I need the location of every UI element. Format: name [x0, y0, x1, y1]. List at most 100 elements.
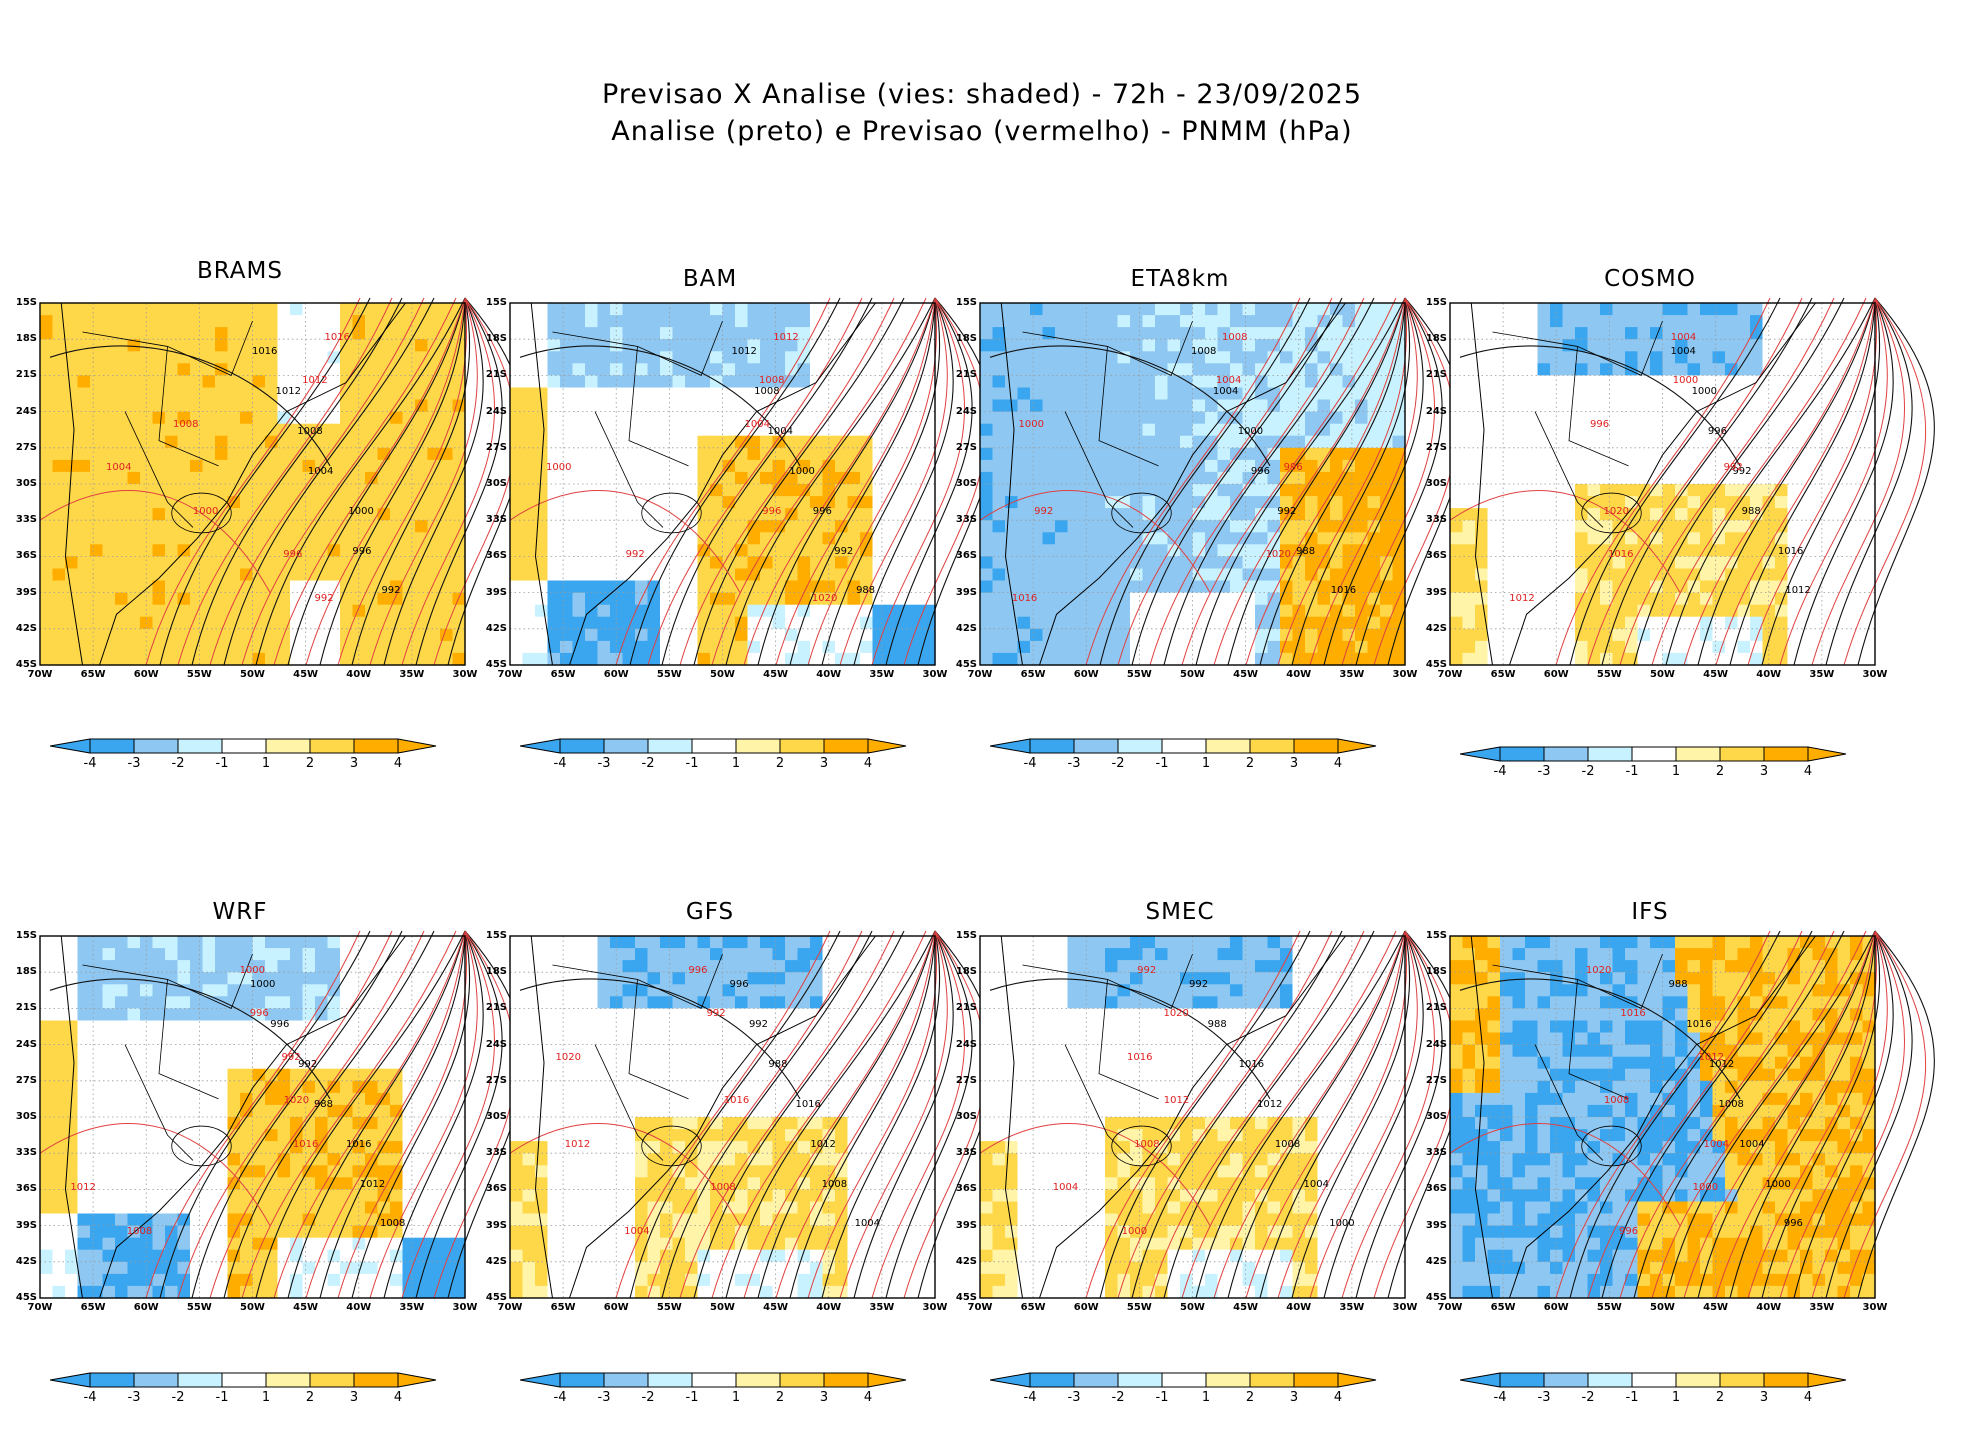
lat-tick-label: 42S	[1425, 622, 1447, 634]
colorbar-tick-label: 2	[1715, 1390, 1725, 1405]
colorbar-ifs: -4 -3 -2 -1 1 2 3 4	[1460, 1372, 1900, 1412]
colorbar-tick-label: 3	[1759, 1390, 1769, 1405]
lon-tick-label: 45W	[1233, 1302, 1259, 1313]
colorbar-tick-label: 3	[819, 756, 829, 771]
lat-tick-label: 39S	[15, 1219, 37, 1231]
grid-lines	[510, 303, 935, 665]
contour-label-analysis: 992	[834, 545, 854, 557]
map-frame	[509, 935, 936, 1299]
lon-tick-label: 50W	[240, 669, 265, 680]
colorbar-tick-label: 4	[393, 756, 403, 771]
map-frame	[979, 302, 1406, 666]
lat-tick-label: 27S	[955, 1074, 977, 1086]
colorbar-tick-label: -3	[1067, 756, 1081, 771]
map-area: 1008 1008 1004 1004 1000 1000 996 996 992 992 988 1…	[979, 297, 1465, 666]
lat-tick-label: 36S	[485, 550, 507, 562]
lat-tick-label: 27S	[15, 441, 37, 453]
lat-tick-label: 27S	[485, 1074, 507, 1086]
map-frame	[509, 302, 936, 666]
colorbar-swatch	[823, 1372, 869, 1388]
grid-lines	[40, 936, 465, 1298]
bias-map	[979, 297, 1465, 666]
coastlines-borders	[1470, 935, 1816, 1299]
grid-lines	[40, 303, 465, 665]
lon-tick-label: 70W	[497, 1302, 523, 1313]
lon-tick-label: 60W	[603, 669, 629, 680]
lon-tick-label: 55W	[1596, 669, 1622, 680]
colorbar-tick-label: -1	[1625, 764, 1639, 779]
lon-tick-label: 40W	[346, 1302, 372, 1313]
contour-label-forecast: 1016	[1620, 1008, 1646, 1020]
colorbar-swatch	[1499, 1372, 1545, 1388]
lon-tick-label: 40W	[816, 1302, 842, 1313]
lon-tick-label: 70W	[1437, 1302, 1463, 1313]
colorbar-swatch	[1161, 1372, 1207, 1388]
bias-shading	[510, 936, 936, 1299]
colorbar-tick-label: -1	[1155, 756, 1169, 771]
lon-tick-label: 35W	[869, 669, 895, 680]
colorbar-swatch	[1029, 1372, 1075, 1388]
contour-label-analysis: 992	[1188, 979, 1209, 991]
lat-tick-label: 39S	[1425, 586, 1447, 598]
map-area: 1012 1012 1008 1008 1004 1004 1000 1000 996 996 99…	[509, 297, 995, 666]
lon-tick-label: 35W	[1809, 1302, 1835, 1313]
lat-tick-label: 21S	[15, 369, 37, 381]
lon-tick-label: 50W	[1180, 1302, 1205, 1313]
contour-label-analysis: 988	[1207, 1019, 1227, 1031]
model-panel-gfs: GFS 996 996 992 992 988 1020 1016 1016 1012 1012 1…	[470, 895, 995, 1313]
lat-tick-label: 36S	[955, 1183, 977, 1195]
coastlines-borders	[1000, 935, 1346, 1299]
map-area: 988 1020 1016 1016 1012 1012 1008 1008 1004 1004 1…	[1449, 930, 1935, 1299]
colorbar-swatch	[691, 1372, 737, 1388]
lon-tick-label: 50W	[710, 669, 735, 680]
lat-tick-label: 21S	[485, 1002, 507, 1014]
contour-label-forecast: 1008	[1603, 1095, 1630, 1107]
contour-label-forecast: 1008	[1222, 331, 1248, 343]
lat-tick-label: 15S	[15, 930, 37, 941]
colorbar-swatch	[265, 738, 311, 754]
colorbar-swatch	[177, 738, 223, 754]
contour-label-analysis: 1012	[1785, 585, 1811, 597]
lon-tick-label: 65W	[550, 1302, 576, 1313]
contour-label-forecast: 1000	[1692, 1182, 1719, 1194]
lat-tick-label: 18S	[1425, 333, 1447, 345]
colorbar-tick-label: 1	[261, 756, 271, 771]
lon-tick-label: 55W	[1126, 1302, 1152, 1313]
lat-tick-label: 15S	[955, 930, 977, 941]
lon-tick-label: 55W	[656, 1302, 682, 1313]
lon-tick-label: 70W	[1437, 669, 1463, 680]
contour-label-forecast: 1008	[172, 418, 199, 430]
contour-label-forecast: 1008	[710, 1182, 736, 1194]
contour-label-forecast: 1020	[1265, 549, 1292, 561]
colorbar-swatch	[133, 738, 179, 754]
lon-tick-label: 50W	[240, 1302, 265, 1313]
colorbar-swatch	[1587, 746, 1633, 762]
bias-map	[1449, 297, 1935, 666]
lat-tick-label: 42S	[485, 622, 507, 634]
colorbar-swatch	[1543, 1372, 1589, 1388]
contour-label-forecast: 1008	[126, 1225, 153, 1237]
coastlines-borders	[530, 302, 876, 666]
contour-label-forecast: 992	[1034, 505, 1054, 517]
contour-label-forecast: 996	[249, 1008, 269, 1020]
colorbar-high-arrow	[1337, 738, 1377, 754]
lat-tick-label: 15S	[15, 297, 37, 308]
contour-label-forecast: 1012	[1698, 1051, 1725, 1063]
contour-label-analysis: 996	[812, 505, 832, 517]
contour-label-analysis: 996	[1783, 1218, 1803, 1230]
lon-tick-label: 45W	[763, 1302, 789, 1313]
contour-label-forecast: 1008	[759, 375, 785, 387]
contour-label-forecast: 1012	[564, 1138, 591, 1150]
lat-tick-label: 18S	[485, 966, 507, 978]
lat-tick-label: 21S	[15, 1002, 37, 1014]
contour-label-forecast: 1012	[1163, 1095, 1190, 1107]
contour-label-forecast: 1012	[773, 331, 799, 343]
contour-label-analysis: 988	[1296, 545, 1316, 557]
lat-tick-label: 42S	[955, 1255, 977, 1267]
colorbar-swatch	[823, 738, 869, 754]
colorbar-swatch	[735, 738, 781, 754]
lat-tick-label: 15S	[955, 297, 977, 308]
contour-label-forecast: 1020	[283, 1095, 310, 1107]
map-area: 1000 1000 996 996 992 992 988 1020 1016 1016 1012 1…	[39, 930, 525, 1299]
colorbar-swatch	[1543, 746, 1589, 762]
